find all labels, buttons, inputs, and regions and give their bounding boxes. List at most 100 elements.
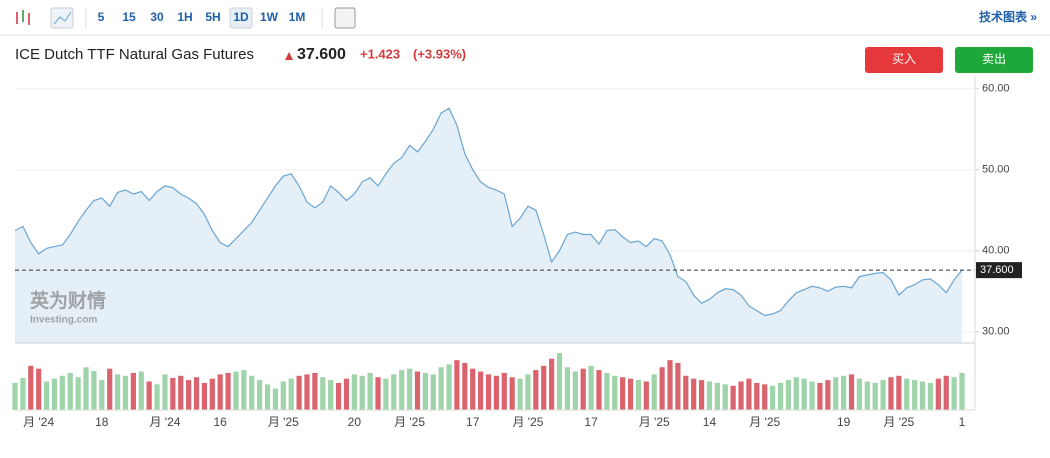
x-tick-label: 19 — [837, 415, 851, 429]
volume-bar — [501, 372, 507, 410]
interval-button[interactable]: 5H — [205, 10, 220, 24]
volume-bar — [872, 382, 878, 410]
volume-bar — [241, 370, 247, 410]
volume-bar — [927, 382, 934, 410]
volume-bar — [880, 380, 886, 410]
toolbar — [0, 0, 1050, 35]
up-arrow — [285, 52, 293, 60]
buy-button[interactable] — [865, 47, 943, 73]
tech-chart-link[interactable]: 技术图表 » — [979, 9, 1037, 24]
volume-bar — [146, 381, 152, 410]
interval-button[interactable]: 5 — [98, 10, 105, 24]
x-tick-label: 月 '25 — [512, 415, 543, 429]
instrument-title: ICE Dutch TTF Natural Gas Futures — [15, 46, 254, 63]
volume-bar — [596, 370, 602, 410]
volume-bar — [99, 380, 105, 410]
x-tick-label: 14 — [703, 415, 717, 429]
candle-icon[interactable] — [16, 10, 30, 25]
volume-bar — [683, 375, 689, 410]
x-tick-label: 18 — [95, 415, 109, 429]
volume-bar — [659, 367, 665, 410]
volume-bar — [635, 380, 642, 410]
volume-bar — [667, 360, 673, 410]
x-tick-label: 月 '24 — [149, 415, 180, 429]
volume-bar — [919, 381, 926, 410]
volume-bar — [20, 377, 26, 410]
volume-bar — [722, 384, 728, 410]
y-tick-label: 40.00 — [982, 245, 1010, 257]
price: 37.600 — [297, 46, 346, 63]
volume-bar — [75, 377, 81, 410]
volume-bar — [572, 371, 578, 410]
volume-bar — [383, 378, 389, 410]
volume-bar — [777, 382, 784, 410]
x-tick-label: 月 '25 — [639, 415, 670, 429]
volume-bar — [675, 362, 681, 410]
volume-bar — [446, 364, 452, 410]
volume-bar — [462, 362, 468, 410]
volume-bar — [856, 378, 863, 410]
interval-button[interactable]: 15 — [122, 10, 136, 24]
volume-bar — [643, 381, 649, 410]
volume-bar — [43, 381, 50, 410]
last-price-label: 37.600 — [980, 264, 1014, 276]
volume-bar — [351, 374, 357, 410]
volume-bar — [738, 381, 744, 410]
y-tick-label: 50.00 — [982, 164, 1010, 176]
volume-bar — [604, 372, 610, 410]
last-price-tag — [976, 262, 1022, 279]
volume-bar — [91, 370, 97, 410]
volume-bar — [620, 377, 626, 410]
x-tick-label: 月 '25 — [883, 415, 914, 429]
sell-button[interactable] — [955, 47, 1033, 73]
volume-bar — [328, 380, 334, 410]
volume-bar — [825, 380, 831, 410]
watermark-site: Investing.com — [30, 315, 97, 326]
interval-button[interactable]: 1H — [177, 10, 192, 24]
volume-bar — [698, 380, 705, 410]
volume-bar — [714, 382, 720, 410]
volume-bar — [138, 371, 144, 410]
volume-bar — [517, 378, 523, 410]
volume-bar — [414, 371, 421, 410]
volume-bar — [754, 382, 760, 410]
volume-bar — [320, 377, 326, 410]
volume-bar — [848, 374, 855, 410]
interval-button[interactable]: 1M — [289, 10, 306, 24]
interval-button[interactable]: 1W — [260, 10, 279, 24]
volume-bar — [51, 378, 58, 410]
volume-bar — [130, 372, 136, 410]
volume-bar — [107, 368, 113, 410]
volume-bar — [896, 375, 902, 410]
volume-bar — [430, 374, 436, 410]
volume-bar — [564, 367, 571, 410]
volume-bar — [335, 382, 342, 410]
volume-bar — [580, 368, 586, 410]
volume-bar — [359, 375, 365, 410]
volume-bar — [935, 378, 941, 410]
volume-bar — [122, 375, 129, 410]
x-tick-label: 月 '25 — [749, 415, 780, 429]
x-tick-label: 20 — [348, 415, 362, 429]
volume-bar — [217, 374, 223, 410]
indicator-icon[interactable] — [334, 7, 356, 29]
volume-bar — [67, 372, 73, 410]
volume-bar — [391, 374, 397, 410]
volume-bar — [809, 381, 815, 410]
volume-bar — [454, 360, 460, 410]
volume-bar — [691, 378, 697, 410]
y-tick-label: 30.00 — [982, 326, 1010, 338]
volume-bar — [83, 367, 89, 410]
volume-bar — [627, 378, 634, 410]
volume-bar — [162, 374, 168, 410]
buy-label: 买入 — [892, 52, 916, 66]
volume-bar — [485, 374, 492, 410]
volume-bar — [367, 372, 373, 410]
volume-bar — [943, 375, 949, 410]
interval-button[interactable]: 30 — [150, 10, 164, 24]
interval-button[interactable]: 1D — [233, 10, 249, 24]
volume-bar — [706, 381, 713, 410]
volume-bar — [154, 384, 160, 410]
volume-bar — [556, 353, 563, 410]
